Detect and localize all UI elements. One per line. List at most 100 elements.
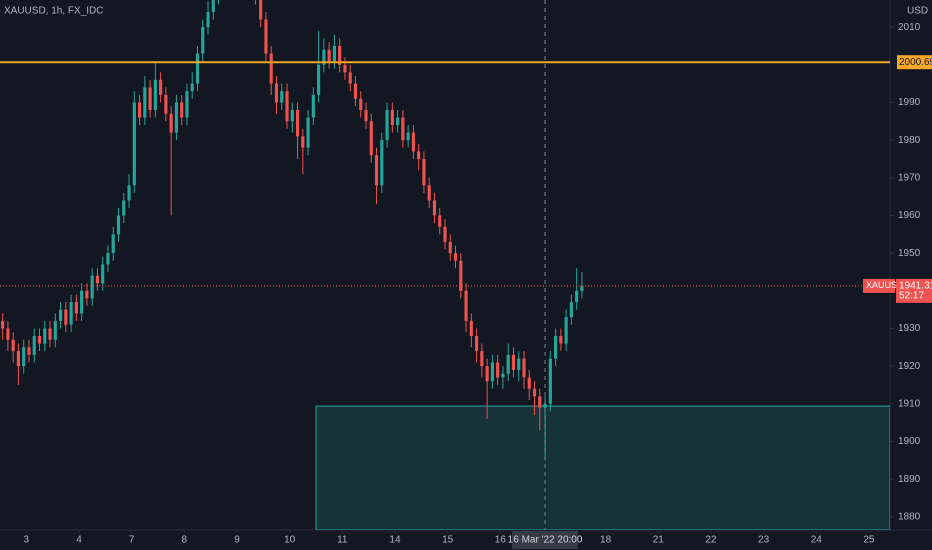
candle-body bbox=[201, 27, 205, 54]
candle-body bbox=[506, 354, 510, 374]
candle-body bbox=[427, 185, 431, 201]
x-tick-label: 9 bbox=[234, 535, 240, 546]
candle-body bbox=[406, 132, 410, 141]
candle-body bbox=[464, 290, 468, 321]
x-tick-label: 15 bbox=[442, 535, 454, 546]
candle-body bbox=[538, 396, 542, 408]
y-tick-label: 1970 bbox=[898, 172, 921, 183]
candle-body bbox=[317, 64, 321, 95]
candle-body bbox=[469, 320, 473, 337]
candle-body bbox=[127, 185, 131, 201]
y-tick-label: 1980 bbox=[898, 135, 921, 146]
candle-body bbox=[64, 309, 68, 325]
x-tick-label: 14 bbox=[389, 535, 401, 546]
candle-body bbox=[180, 102, 184, 118]
candle-body bbox=[380, 140, 384, 186]
candle-body bbox=[522, 358, 526, 378]
candle-body bbox=[148, 87, 152, 110]
candle-body bbox=[364, 109, 368, 122]
candle-body bbox=[295, 109, 300, 137]
candle-body bbox=[422, 158, 426, 186]
candle-body bbox=[80, 290, 84, 314]
candle-body bbox=[143, 87, 147, 118]
candle-body bbox=[290, 109, 294, 122]
countdown-label: 52:17 bbox=[899, 291, 924, 302]
candle-body bbox=[527, 377, 531, 389]
y-tick-label: 1990 bbox=[898, 97, 921, 108]
candle-body bbox=[343, 64, 347, 73]
candle-body bbox=[269, 53, 273, 84]
y-tick-label: 2010 bbox=[898, 22, 921, 33]
candle-body bbox=[122, 200, 126, 216]
candle-body bbox=[106, 253, 110, 265]
candle-body bbox=[285, 91, 289, 122]
candle-body bbox=[43, 328, 47, 344]
candle-body bbox=[322, 49, 326, 65]
candle-body bbox=[396, 117, 400, 126]
candle-body bbox=[480, 351, 484, 367]
currency-label: USD bbox=[907, 6, 928, 17]
candle-body bbox=[169, 113, 173, 133]
symbol-label: XAUUSD bbox=[866, 280, 904, 290]
x-tick-label: 7 bbox=[129, 535, 135, 546]
candle-body bbox=[101, 264, 105, 284]
candle-body bbox=[332, 45, 336, 62]
candle-body bbox=[153, 79, 157, 110]
symbol-label-bg bbox=[863, 278, 895, 293]
candle-body bbox=[443, 226, 447, 242]
x-tick-label: 22 bbox=[705, 535, 717, 546]
candle-body bbox=[48, 328, 52, 340]
candle-body bbox=[111, 234, 115, 254]
candle-body bbox=[280, 91, 284, 103]
candle-body bbox=[417, 151, 421, 159]
demand-zone bbox=[315, 405, 890, 530]
candle-body bbox=[385, 109, 389, 141]
candle-body bbox=[195, 53, 200, 84]
candle-body bbox=[159, 79, 163, 95]
candle-body bbox=[27, 347, 31, 355]
candle-body bbox=[490, 362, 494, 382]
y-tick-label: 1950 bbox=[898, 248, 921, 259]
crosshair-label-bg bbox=[512, 531, 579, 549]
candle-body bbox=[132, 102, 136, 186]
candle-body bbox=[532, 388, 537, 397]
candle-body bbox=[11, 339, 15, 352]
candle-body bbox=[185, 91, 189, 118]
candle-body bbox=[32, 336, 36, 355]
candle-body bbox=[564, 317, 568, 344]
candle-body bbox=[58, 309, 63, 321]
candle-body bbox=[390, 109, 394, 126]
candle-body bbox=[22, 347, 26, 367]
x-tick-label: 3 bbox=[24, 535, 30, 546]
candle-body bbox=[116, 215, 121, 235]
candle-body bbox=[301, 136, 305, 148]
candle-body bbox=[353, 83, 358, 99]
candle-body bbox=[85, 290, 89, 299]
candle-body bbox=[369, 121, 373, 156]
x-tick-label: 11 bbox=[337, 535, 348, 546]
y-tick-label: 1910 bbox=[898, 398, 921, 409]
candle-body bbox=[475, 336, 479, 352]
candle-body bbox=[137, 102, 142, 118]
candle-body bbox=[374, 155, 379, 186]
candle-body bbox=[559, 336, 563, 344]
candle-body bbox=[438, 215, 442, 227]
candle-body bbox=[53, 320, 57, 340]
candle-body bbox=[90, 275, 94, 299]
candle-body bbox=[190, 83, 194, 92]
y-tick-label: 1880 bbox=[898, 511, 921, 522]
y-tick-label: 1920 bbox=[898, 361, 921, 372]
candle-body bbox=[548, 358, 552, 404]
candle-body bbox=[264, 19, 268, 54]
candle-body bbox=[569, 302, 573, 318]
y-tick-label: 1930 bbox=[898, 323, 921, 334]
candle-body bbox=[348, 72, 352, 84]
candle-body bbox=[16, 351, 21, 367]
candle-body bbox=[580, 285, 584, 291]
candle-body bbox=[37, 336, 42, 344]
level-label: 2000.69 bbox=[899, 57, 932, 68]
candle-body bbox=[259, 0, 263, 20]
candle-body bbox=[1, 320, 5, 329]
